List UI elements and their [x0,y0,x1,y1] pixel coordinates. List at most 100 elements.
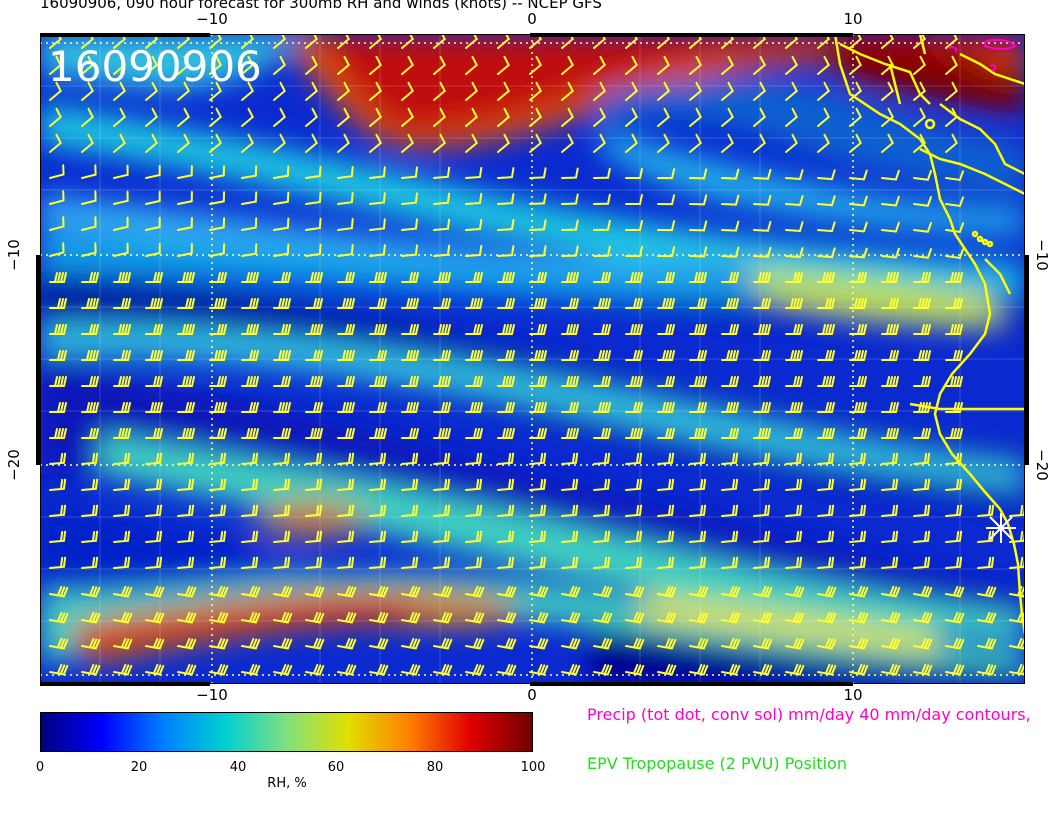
wind-barb [561,478,579,491]
wind-barb [753,478,771,491]
wind-barb [369,350,387,361]
wind-barb [689,530,707,543]
wind-barb [753,585,773,598]
wind-barb [913,170,932,181]
wind-barb [593,324,611,335]
wind-barb [657,298,675,309]
wind-barb [593,350,611,361]
wind-barb [401,192,419,205]
wind-barb [401,166,419,179]
wind-barb [657,452,675,465]
wind-barb [625,219,643,231]
wind-barb [337,192,354,205]
wind-barb [209,585,229,598]
left-tick-minus20: −20 [5,449,23,481]
wind-barb [817,504,835,517]
wind-barb [241,350,259,361]
wind-barb [209,55,222,75]
wind-barb [721,194,740,206]
wind-barb [145,428,163,439]
wind-barb [209,402,227,413]
wind-barb [209,165,226,179]
wind-barb [561,193,579,205]
wind-barb [209,191,226,205]
wind-barb [817,298,835,309]
left-tick-minus10: −10 [5,239,23,271]
wind-barb [145,637,165,650]
wind-barb [593,611,613,624]
wind-barb [913,55,926,75]
wind-barb [721,220,740,232]
wind-barb [465,556,483,569]
wind-barb [817,133,830,153]
wind-barb [369,428,387,439]
wind-barb [625,504,643,517]
wind-barb [817,611,837,624]
wind-barb [721,168,740,180]
wind-barb [625,350,643,361]
wind-barb [849,298,867,309]
wind-barb [625,611,645,624]
wind-barb [529,637,549,650]
wind-barb [625,663,645,676]
wind-barb [465,133,478,153]
wind-barb [529,55,542,75]
wind-barb [817,55,830,75]
location-marker [986,513,1016,543]
wind-barb [177,164,193,179]
wind-barb [337,272,355,283]
wind-barb [881,376,899,387]
wind-barb [433,376,451,387]
wind-barb [49,272,67,283]
wind-barb [945,248,965,259]
wind-barb [945,298,963,309]
wind-barb [113,452,131,465]
wind-barb [401,637,421,650]
wind-barb [497,637,517,650]
wind-barb [721,55,734,75]
wind-barb [369,218,386,231]
wind-barb [465,81,478,101]
wind-barb [113,585,133,598]
wind-barb [881,504,899,517]
wind-barb [177,324,195,335]
wind-barb [177,216,193,231]
wind-barb [785,324,803,335]
wind-barb [689,298,707,309]
wind-barb [81,324,99,335]
wind-barb [497,504,515,517]
wind-barb [753,611,773,624]
wind-barb [177,637,197,650]
wind-barb [625,478,643,491]
wind-barb [881,556,899,569]
wind-barb [561,55,574,75]
wind-barb [81,164,97,179]
wind-barb [113,504,131,517]
wind-barb [593,272,611,283]
wind-barb [913,611,933,624]
wind-barb [753,55,766,75]
wind-barb [49,324,67,335]
wind-barb [209,324,227,335]
wind-barb [401,663,421,676]
wind-barb [465,324,483,335]
wind-barb [465,107,478,127]
wind-barb [241,402,259,413]
wind-barb [209,350,227,361]
wind-barb [657,428,675,439]
wind-barb [305,107,318,127]
wind-barb [625,324,643,335]
wind-barb [241,324,259,335]
wind-barb [49,190,65,205]
wind-barb [369,376,387,387]
wind-barb [721,350,739,361]
wind-barb [369,663,389,676]
wind-barb [913,478,931,491]
wind-barb [241,376,259,387]
wind-barb [849,324,867,335]
wind-barb [593,452,611,465]
wind-barb [49,133,62,153]
wind-barb [881,611,901,624]
wind-barb [497,55,510,75]
wind-barb [273,217,290,231]
